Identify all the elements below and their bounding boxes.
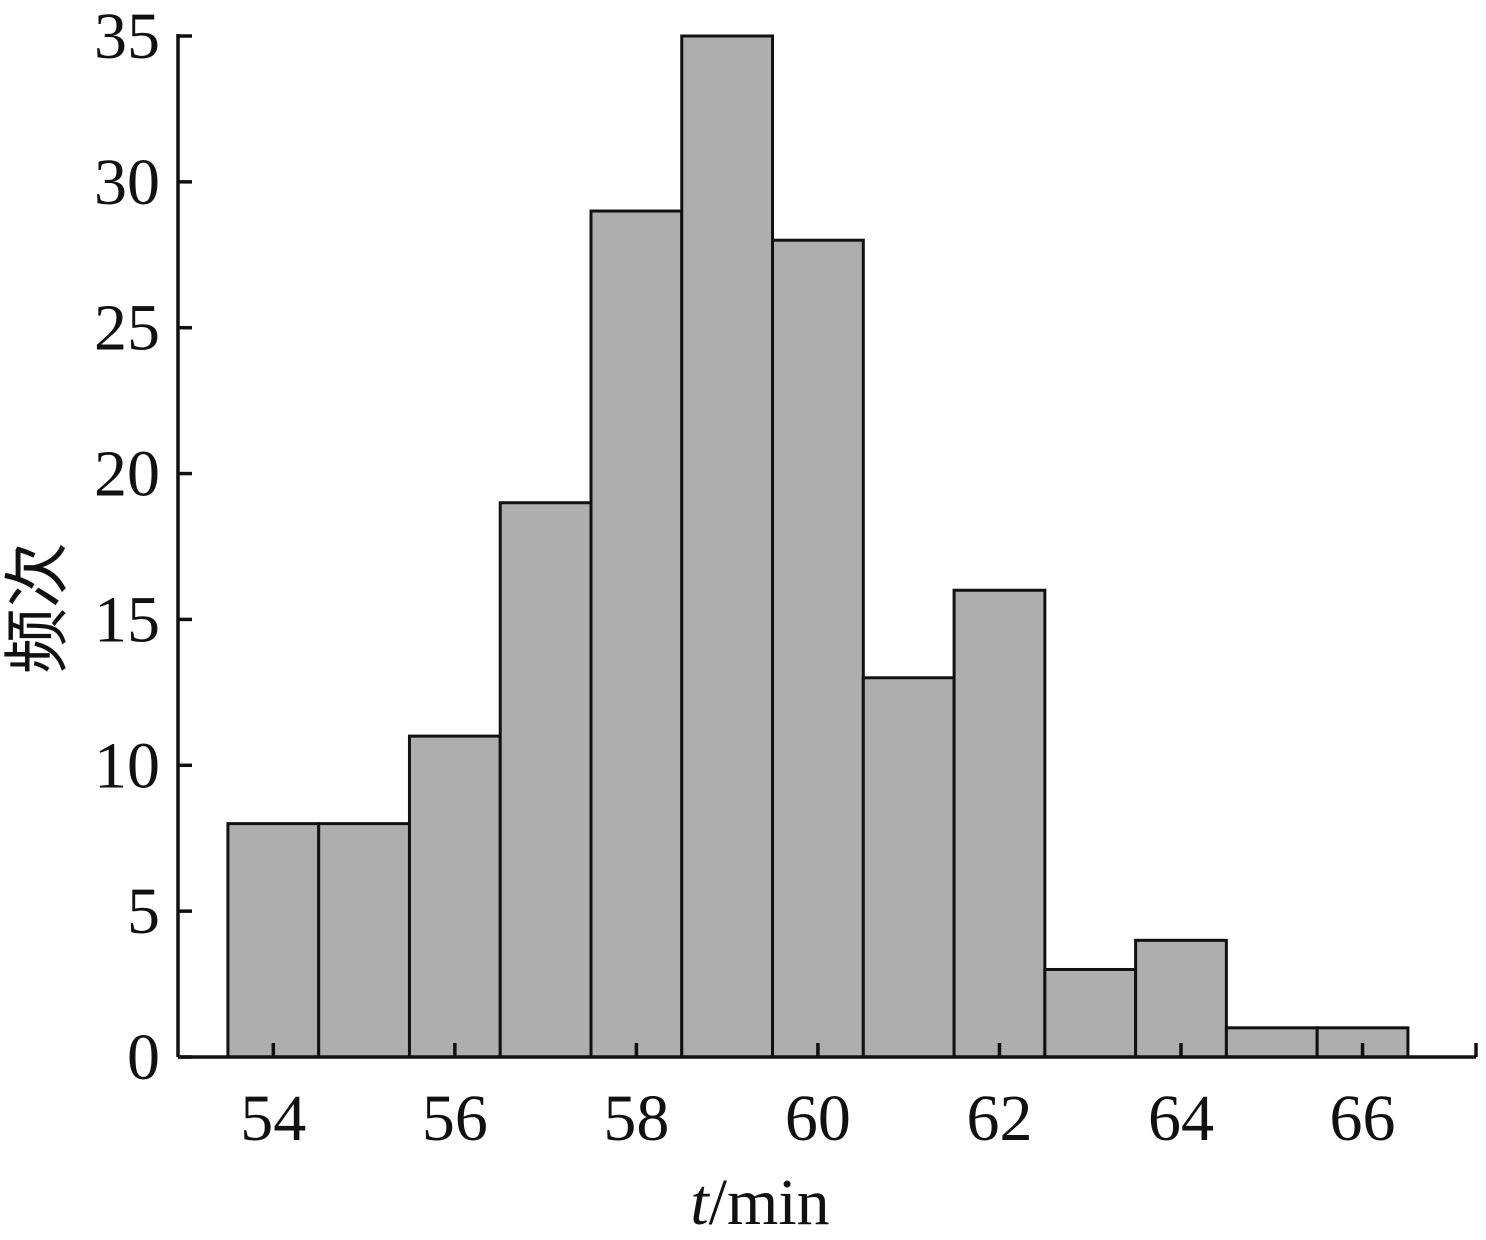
tick-labels-group: 0 5 10 15 20 25 30 35 54 56 58 60 62 64 66 bbox=[94, 0, 1396, 1155]
histogram-bar-64 bbox=[1134, 938, 1228, 1059]
x-tick-label-64: 64 bbox=[1148, 1082, 1214, 1155]
histogram-bar-55 bbox=[317, 822, 411, 1059]
histogram-bar-54 bbox=[226, 822, 321, 1059]
y-tick-label-30: 30 bbox=[94, 146, 160, 219]
histogram-bar-63 bbox=[1043, 967, 1138, 1059]
histogram-bar-57 bbox=[498, 501, 593, 1059]
x-tick-label-60: 60 bbox=[785, 1082, 851, 1155]
x-axis-unit: /min bbox=[709, 1166, 830, 1239]
y-tick-label-15: 15 bbox=[94, 583, 160, 656]
histogram-bar-62 bbox=[952, 588, 1047, 1059]
histogram-bar-65 bbox=[1224, 1026, 1319, 1059]
histogram-bar-61 bbox=[861, 676, 956, 1059]
x-tick-label-54: 54 bbox=[240, 1082, 306, 1155]
y-tick-label-35: 35 bbox=[94, 0, 160, 73]
histogram-bar-59 bbox=[680, 34, 775, 1059]
y-tick-label-5: 5 bbox=[127, 875, 160, 948]
y-tick-label-25: 25 bbox=[94, 292, 160, 365]
histogram-bar-56 bbox=[407, 734, 502, 1059]
bars-group bbox=[226, 34, 1410, 1059]
histogram-bar-60 bbox=[771, 238, 865, 1059]
x-tick-label-58: 58 bbox=[603, 1082, 669, 1155]
y-axis-title: 频次 bbox=[2, 542, 75, 674]
x-tick-label-66: 66 bbox=[1330, 1082, 1396, 1155]
x-tick-label-56: 56 bbox=[422, 1082, 488, 1155]
histogram-bar-58 bbox=[589, 209, 684, 1059]
y-tick-label-20: 20 bbox=[94, 438, 160, 511]
x-axis-title: t/min bbox=[690, 1166, 829, 1239]
y-tick-label-0: 0 bbox=[127, 1021, 160, 1094]
x-tick-label-62: 62 bbox=[966, 1082, 1032, 1155]
axes-group bbox=[176, 34, 1476, 1059]
y-tick-label-10: 10 bbox=[94, 729, 160, 802]
ticks-group bbox=[178, 34, 1478, 1059]
x-axis-variable: t bbox=[690, 1166, 710, 1239]
